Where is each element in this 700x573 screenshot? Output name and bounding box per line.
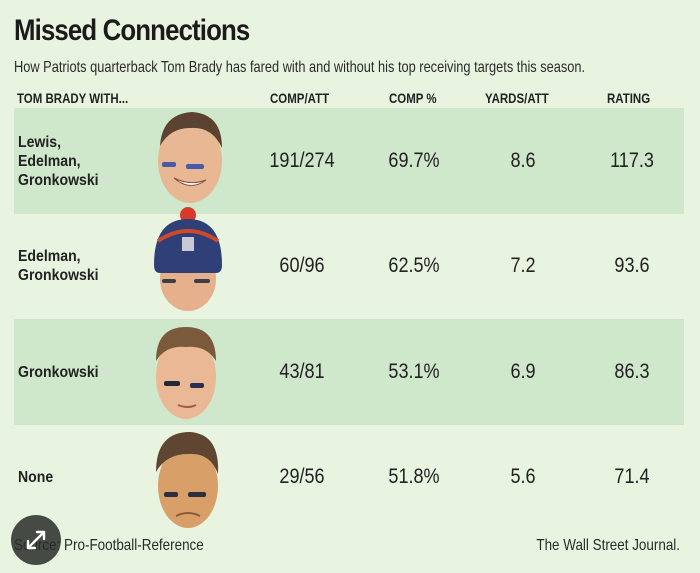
source-note: Source: Pro-Football-Reference	[14, 537, 204, 554]
table-row: Edelman, Gronkowski 60/96 62.5% 7.2 93.6	[14, 207, 684, 319]
table-row: Lewis, Edelman, Gronkowski 191/274 69.7%…	[14, 108, 684, 214]
column-header-rating: RATING	[607, 90, 651, 106]
comp-att-value: 60/96	[279, 254, 325, 277]
row-label-line: Lewis,	[18, 134, 62, 151]
tom-brady-frowning-photo	[156, 432, 219, 528]
rating-value: 86.3	[614, 360, 650, 383]
page-title: Missed Connections	[14, 14, 250, 47]
comp-att-value: 191/274	[269, 149, 335, 172]
expand-icon	[26, 530, 46, 550]
rating-value: 93.6	[614, 254, 650, 277]
credit-note: The Wall Street Journal.	[536, 537, 680, 554]
column-header-yards-att: YARDS/ATT	[485, 90, 549, 106]
row-label-line: None	[18, 469, 54, 486]
comp-att-value: 29/56	[279, 465, 325, 488]
expand-button[interactable]	[11, 515, 61, 565]
table-row: Gronkowski 43/81 53.1% 6.9 86.3	[14, 319, 684, 425]
rating-value: 117.3	[610, 149, 654, 172]
yards-att-value: 7.2	[510, 254, 536, 277]
row-label-line: Gronkowski	[18, 172, 99, 189]
comp-att-value: 43/81	[279, 360, 325, 383]
row-label: Lewis, Edelman, Gronkowski	[18, 133, 99, 190]
tom-brady-serious-photo	[156, 327, 216, 419]
row-label-line: Gronkowski	[18, 267, 99, 284]
yards-att-value: 8.6	[510, 149, 536, 172]
row-label-line: Edelman,	[18, 153, 81, 170]
comp-pct-value: 53.1%	[388, 360, 440, 383]
row-label: Gronkowski	[18, 363, 99, 382]
rating-value: 71.4	[614, 465, 650, 488]
row-label-line: Edelman,	[18, 248, 81, 265]
column-header-tom-brady-with: TOM BRADY WITH...	[17, 90, 129, 106]
comp-pct-value: 69.7%	[388, 149, 440, 172]
row-label-line: Gronkowski	[18, 364, 99, 381]
column-header-comp-pct: COMP %	[389, 90, 437, 106]
tom-brady-beanie-photo	[154, 207, 222, 311]
yards-att-value: 5.6	[510, 465, 536, 488]
tom-brady-smiling-photo	[158, 112, 222, 203]
comp-pct-value: 51.8%	[388, 465, 440, 488]
table-row: None 29/56 51.8% 5.6 71.4	[14, 424, 684, 530]
comp-pct-value: 62.5%	[388, 254, 440, 277]
yards-att-value: 6.9	[510, 360, 536, 383]
row-label: Edelman, Gronkowski	[18, 247, 99, 285]
row-label: None	[18, 468, 53, 487]
subtitle: How Patriots quarterback Tom Brady has f…	[14, 59, 586, 76]
column-header-comp-att: COMP/ATT	[270, 90, 330, 106]
